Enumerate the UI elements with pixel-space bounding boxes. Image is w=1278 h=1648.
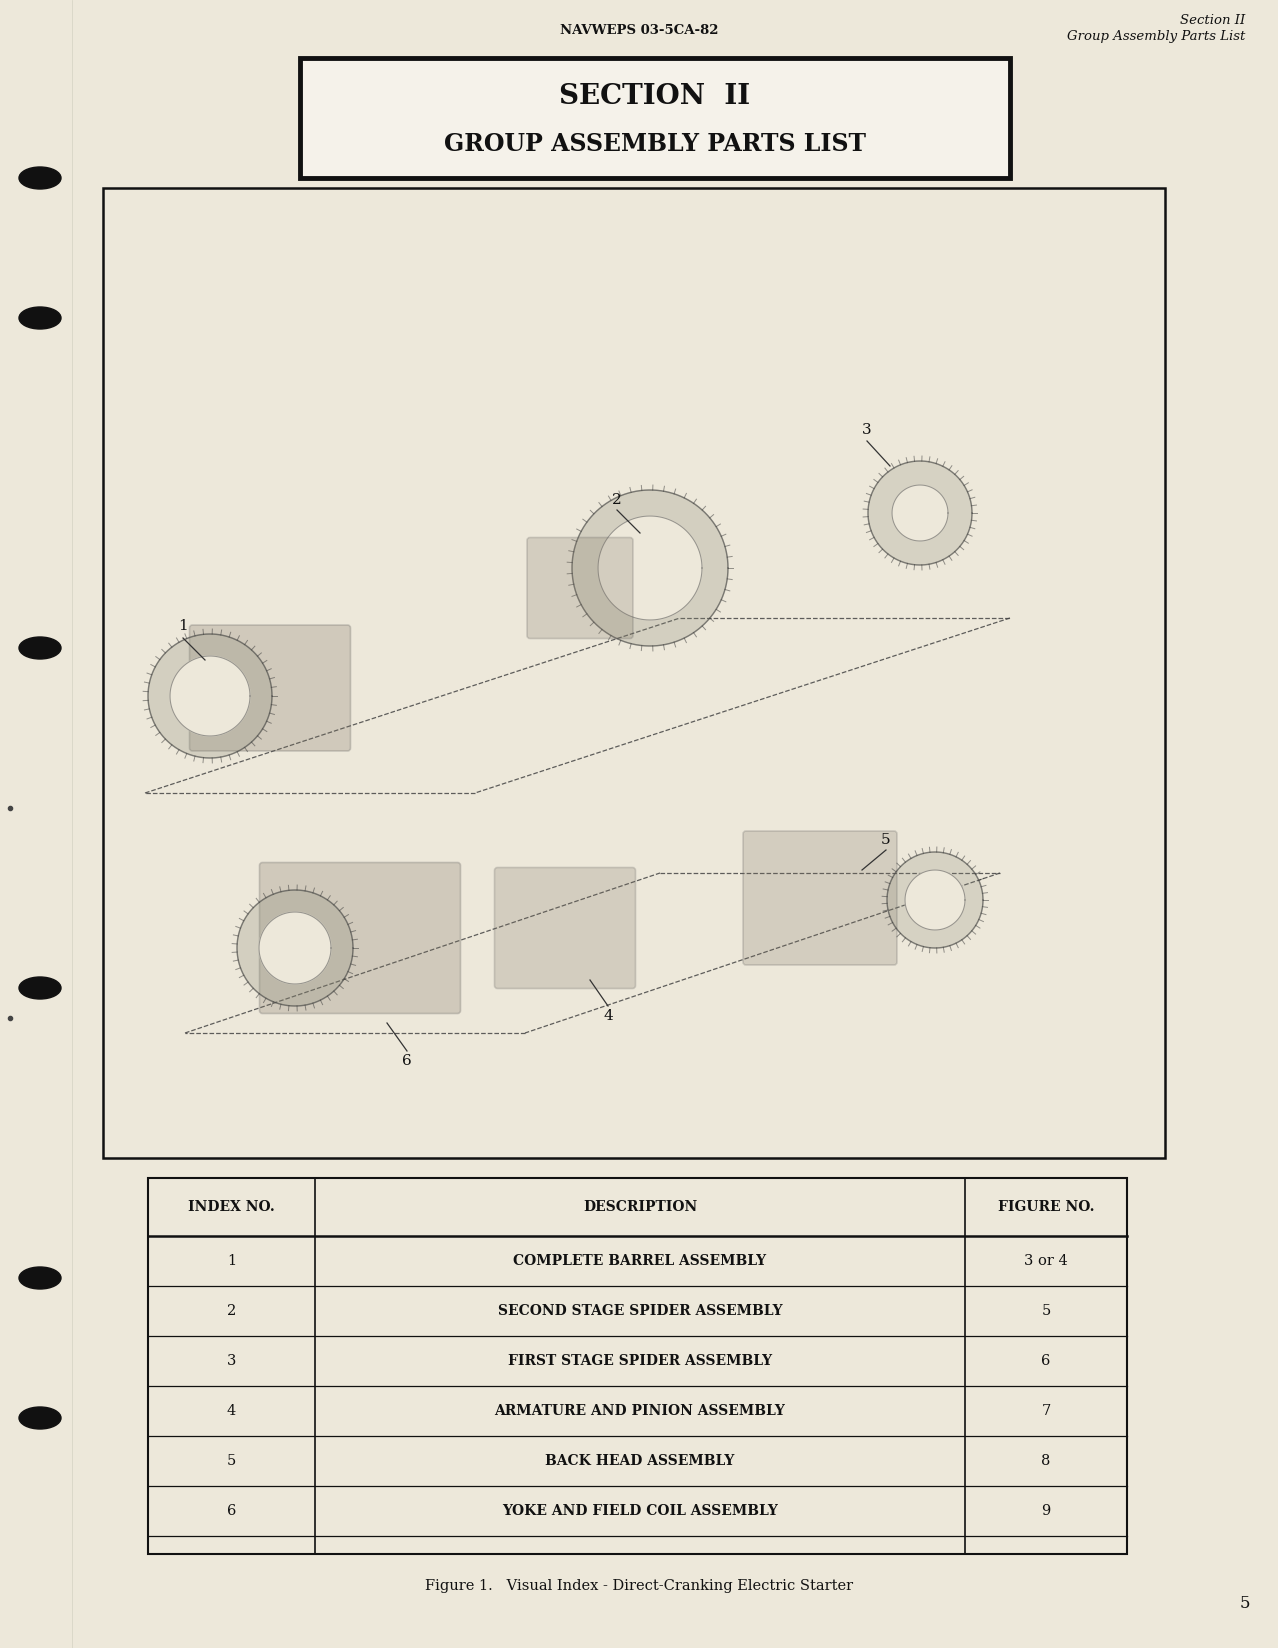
Polygon shape	[887, 852, 983, 948]
Text: ARMATURE AND PINION ASSEMBLY: ARMATURE AND PINION ASSEMBLY	[495, 1404, 786, 1417]
FancyBboxPatch shape	[189, 625, 350, 751]
Ellipse shape	[19, 307, 61, 330]
Text: SECOND STAGE SPIDER ASSEMBLY: SECOND STAGE SPIDER ASSEMBLY	[497, 1304, 782, 1318]
Text: 9: 9	[1042, 1505, 1051, 1518]
Polygon shape	[236, 890, 353, 1005]
Text: 5: 5	[227, 1454, 236, 1468]
Text: FIGURE NO.: FIGURE NO.	[998, 1200, 1094, 1215]
Text: 3: 3	[226, 1355, 236, 1368]
Ellipse shape	[19, 1407, 61, 1429]
FancyBboxPatch shape	[495, 867, 635, 989]
Text: 6: 6	[226, 1505, 236, 1518]
Polygon shape	[148, 634, 272, 758]
Text: 6: 6	[403, 1055, 412, 1068]
Ellipse shape	[19, 638, 61, 659]
Text: SECTION  II: SECTION II	[560, 82, 750, 110]
Polygon shape	[259, 911, 331, 984]
Polygon shape	[170, 656, 250, 737]
Bar	[104, 188, 1166, 1159]
Text: 5: 5	[882, 832, 891, 847]
Text: 5: 5	[1042, 1304, 1051, 1318]
FancyBboxPatch shape	[259, 862, 460, 1014]
Text: INDEX NO.: INDEX NO.	[188, 1200, 275, 1215]
FancyBboxPatch shape	[527, 537, 633, 638]
Text: 8: 8	[1042, 1454, 1051, 1468]
Text: NAVWEPS 03-5CA-82: NAVWEPS 03-5CA-82	[560, 23, 718, 36]
FancyBboxPatch shape	[743, 831, 897, 966]
Text: BACK HEAD ASSEMBLY: BACK HEAD ASSEMBLY	[546, 1454, 735, 1468]
Bar	[148, 1178, 1127, 1554]
Text: 3: 3	[863, 424, 872, 437]
Text: COMPLETE BARREL ASSEMBLY: COMPLETE BARREL ASSEMBLY	[514, 1254, 767, 1267]
Text: 3 or 4: 3 or 4	[1024, 1254, 1068, 1267]
Text: YOKE AND FIELD COIL ASSEMBLY: YOKE AND FIELD COIL ASSEMBLY	[502, 1505, 778, 1518]
Text: 2: 2	[227, 1304, 236, 1318]
Text: 4: 4	[227, 1404, 236, 1417]
Polygon shape	[905, 870, 965, 929]
Text: FIRST STAGE SPIDER ASSEMBLY: FIRST STAGE SPIDER ASSEMBLY	[507, 1355, 772, 1368]
Polygon shape	[598, 516, 702, 620]
Text: 7: 7	[1042, 1404, 1051, 1417]
Text: GROUP ASSEMBLY PARTS LIST: GROUP ASSEMBLY PARTS LIST	[443, 132, 866, 157]
Ellipse shape	[19, 166, 61, 190]
Ellipse shape	[19, 1267, 61, 1289]
Polygon shape	[892, 485, 948, 541]
Bar	[300, 58, 1010, 178]
Text: 1: 1	[178, 620, 188, 633]
Ellipse shape	[19, 977, 61, 999]
Text: DESCRIPTION: DESCRIPTION	[583, 1200, 697, 1215]
Text: 4: 4	[603, 1009, 613, 1023]
Text: Section II: Section II	[1180, 13, 1245, 26]
Text: 6: 6	[1042, 1355, 1051, 1368]
Polygon shape	[868, 461, 973, 565]
Text: 2: 2	[612, 493, 622, 508]
Text: 5: 5	[1240, 1595, 1250, 1612]
Text: 1: 1	[227, 1254, 236, 1267]
Text: Figure 1.   Visual Index - Direct-Cranking Electric Starter: Figure 1. Visual Index - Direct-Cranking…	[426, 1579, 852, 1594]
Polygon shape	[573, 489, 728, 646]
Text: Group Assembly Parts List: Group Assembly Parts List	[1067, 30, 1245, 43]
